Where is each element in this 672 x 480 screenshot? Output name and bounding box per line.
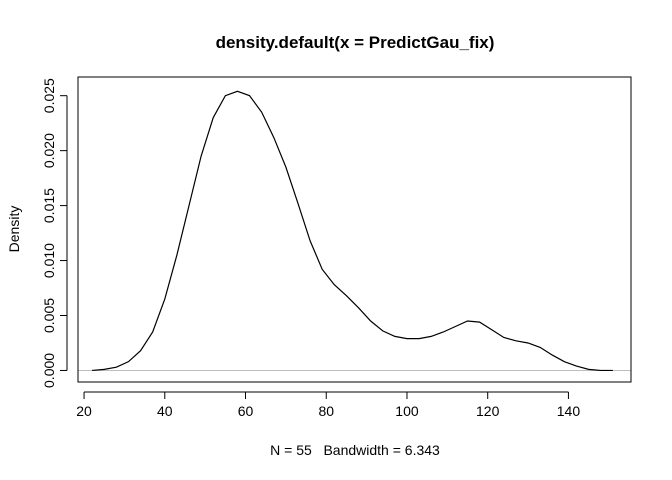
y-tick-label: 0.025 (41, 78, 57, 113)
density-curve (92, 90, 613, 372)
chart-title: density.default(x = PredictGau_fix) (216, 33, 495, 52)
x-tick-label: 40 (157, 403, 173, 419)
x-axis-label: N = 55 Bandwidth = 6.343 (270, 442, 440, 458)
y-tick-label: 0.000 (41, 353, 57, 388)
x-tick-label: 140 (557, 403, 581, 419)
y-axis-label: Density (6, 206, 22, 253)
x-tick-label: 80 (318, 403, 334, 419)
x-tick-label: 120 (476, 403, 500, 419)
x-tick-label: 60 (238, 403, 254, 419)
y-axis: 0.000 0.005 0.010 0.015 0.020 0.025 (41, 78, 68, 388)
y-tick-label: 0.020 (41, 133, 57, 168)
plot-box (77, 76, 632, 383)
y-tick-label: 0.015 (41, 188, 57, 223)
x-tick-label: 20 (76, 403, 92, 419)
y-tick-label: 0.010 (41, 243, 57, 278)
x-tick-label: 100 (395, 403, 419, 419)
x-axis: 20 40 60 80 100 120 140 (76, 391, 581, 419)
y-tick-label: 0.005 (41, 298, 57, 333)
